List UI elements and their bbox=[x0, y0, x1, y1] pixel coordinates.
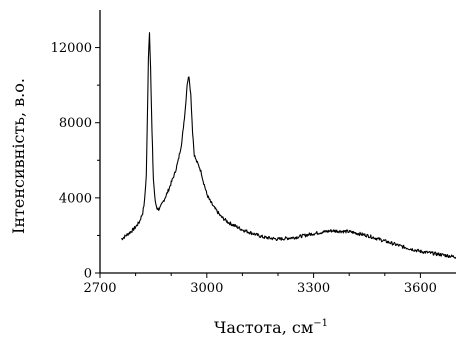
y-tick-label: 8000 bbox=[59, 116, 92, 131]
y-tick-label: 0 bbox=[84, 267, 92, 282]
axis-ticks: 2700 3000 3300 3600 0 4000 8000 12000 bbox=[51, 41, 437, 296]
x-axis-label-unit-exponent: −1 bbox=[313, 318, 328, 329]
x-axis-label: Частота, см−1 bbox=[214, 318, 328, 337]
x-tick-label: 2700 bbox=[83, 281, 116, 296]
y-tick-label: 12000 bbox=[51, 41, 92, 56]
x-tick-label: 3000 bbox=[190, 281, 223, 296]
plot-area: 2700 3000 3300 3600 0 4000 8000 12000 bbox=[51, 10, 456, 296]
y-tick-label: 4000 bbox=[59, 191, 92, 206]
x-tick-label: 3300 bbox=[297, 281, 330, 296]
y-axis-label: Інтенсивність, в.о. bbox=[9, 78, 28, 234]
x-tick-label: 3600 bbox=[404, 281, 437, 296]
x-axis-label-text: Частота, см bbox=[214, 318, 313, 337]
series-line bbox=[120, 32, 456, 259]
